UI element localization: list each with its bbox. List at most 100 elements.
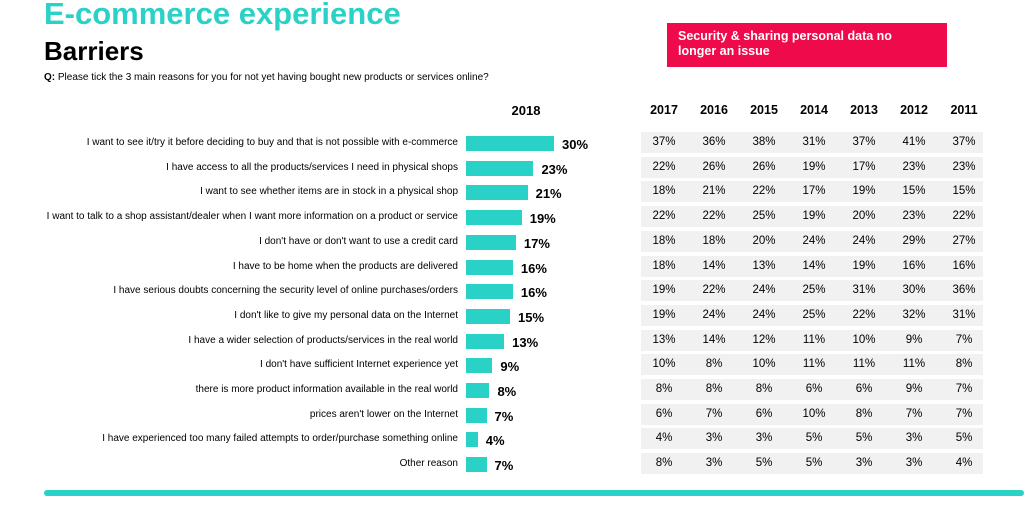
table-cell: 7%: [955, 333, 973, 346]
table-cell: 25%: [752, 210, 776, 223]
table-year-header: 2017: [650, 103, 678, 117]
table-cell: 11%: [802, 358, 826, 371]
bar: [466, 308, 510, 324]
table-cell: 23%: [902, 210, 926, 223]
table-row: [641, 230, 983, 252]
table-cell: 8%: [855, 407, 873, 420]
table-cell: 22%: [652, 160, 676, 173]
table-cell: 22%: [702, 210, 726, 223]
table-cell: 24%: [702, 308, 726, 321]
table-cell: 5%: [805, 457, 823, 470]
table-cell: 18%: [652, 234, 676, 247]
table-cell: 15%: [902, 185, 926, 198]
table-cell: 7%: [955, 383, 973, 395]
table-cell: 7%: [705, 407, 723, 420]
table-cell: 36%: [952, 284, 976, 297]
bar: [466, 210, 522, 226]
page-subtitle: Barriers: [44, 36, 144, 66]
table-cell: 6%: [855, 383, 873, 395]
table-cell: 16%: [902, 259, 926, 272]
table-cell: 24%: [852, 234, 876, 247]
table-year-header: 2015: [750, 103, 778, 117]
category-label: I want to talk to a shop assistant/deale…: [46, 211, 458, 223]
table-cell: 6%: [655, 407, 673, 420]
category-label: there is more product information availa…: [195, 384, 458, 395]
table-cell: 14%: [802, 259, 826, 272]
table-cell: 10%: [852, 333, 876, 346]
category-label: I want to see it/try it before deciding …: [86, 137, 458, 148]
category-label: I don't have or don't want to use a cred…: [259, 235, 458, 247]
table-cell: 23%: [952, 160, 976, 173]
table-cell: 9%: [905, 333, 923, 346]
table-row: [641, 329, 983, 351]
table-cell: 37%: [852, 136, 876, 148]
table-cell: 10%: [752, 358, 776, 371]
table-cell: 20%: [752, 234, 776, 247]
table-cell: 24%: [752, 284, 776, 297]
table-cell: 7%: [955, 407, 973, 420]
table-cell: 5%: [755, 457, 773, 470]
category-label: I have access to all the products/servic…: [166, 161, 458, 173]
table-year-header: 2016: [700, 103, 728, 117]
table-cell: 31%: [852, 284, 876, 297]
table-row: [641, 280, 983, 302]
table-row: [641, 156, 983, 178]
table-cell: 22%: [652, 210, 676, 223]
page-title: E-commerce experience: [44, 0, 401, 31]
table-cell: 8%: [655, 383, 673, 395]
bar-value-label: 17%: [523, 235, 550, 251]
table-cell: 10%: [652, 358, 676, 371]
table-cell: 6%: [805, 383, 823, 395]
callout-line-2: longer an issue: [678, 44, 770, 58]
category-label: I have to be home when the products are …: [232, 260, 458, 272]
table-row: [641, 428, 983, 450]
category-label: I don't have sufficient Internet experie…: [260, 359, 458, 371]
table-row: [641, 206, 983, 228]
table-cell: 31%: [952, 308, 976, 321]
table-row: [641, 304, 983, 326]
table-cell: 37%: [952, 136, 976, 148]
table-cell: 3%: [755, 432, 773, 445]
category-label: I have experienced too many failed attem…: [102, 433, 458, 445]
table-cell: 26%: [702, 160, 726, 173]
table-cell: 19%: [852, 259, 876, 272]
table-cell: 30%: [902, 284, 926, 297]
table-cell: 19%: [652, 284, 676, 297]
bar-value-label: 16%: [520, 285, 547, 301]
table-cell: 6%: [755, 407, 773, 420]
table-cell: 9%: [905, 383, 923, 395]
table-year-header: 2011: [950, 103, 978, 117]
table-cell: 38%: [752, 136, 776, 148]
table-row: [641, 132, 983, 153]
table-cell: 36%: [702, 136, 726, 148]
table-cell: 31%: [802, 136, 826, 148]
bar: [466, 333, 505, 349]
table-cell: 13%: [752, 259, 776, 272]
table-cell: 37%: [652, 136, 676, 148]
bar: [466, 234, 516, 250]
table-cell: 14%: [702, 259, 726, 272]
table-cell: 4%: [655, 432, 673, 445]
bar-value-label: 7%: [494, 408, 514, 424]
table-cell: 3%: [905, 432, 923, 445]
table-cell: 11%: [852, 358, 876, 371]
table-cell: 24%: [752, 308, 776, 321]
bar: [466, 185, 528, 201]
bar: [466, 457, 487, 473]
table-cell: 18%: [702, 234, 726, 247]
category-label: prices aren't lower on the Internet: [309, 408, 458, 420]
table-cell: 17%: [802, 185, 826, 198]
table-cell: 19%: [802, 160, 826, 173]
bar: [466, 432, 478, 448]
category-label: I don't like to give my personal data on…: [234, 309, 458, 321]
bar-value-label: 21%: [535, 186, 562, 202]
survey-question: Q: Please tick the 3 main reasons for yo…: [44, 72, 489, 83]
bar: [466, 358, 493, 374]
table-cell: 22%: [952, 210, 976, 223]
table-cell: 11%: [902, 358, 926, 371]
table-row: [641, 181, 983, 203]
table-cell: 18%: [652, 259, 676, 272]
table-cell: 8%: [705, 358, 723, 371]
table-cell: 12%: [752, 333, 776, 346]
table-cell: 4%: [955, 457, 973, 470]
